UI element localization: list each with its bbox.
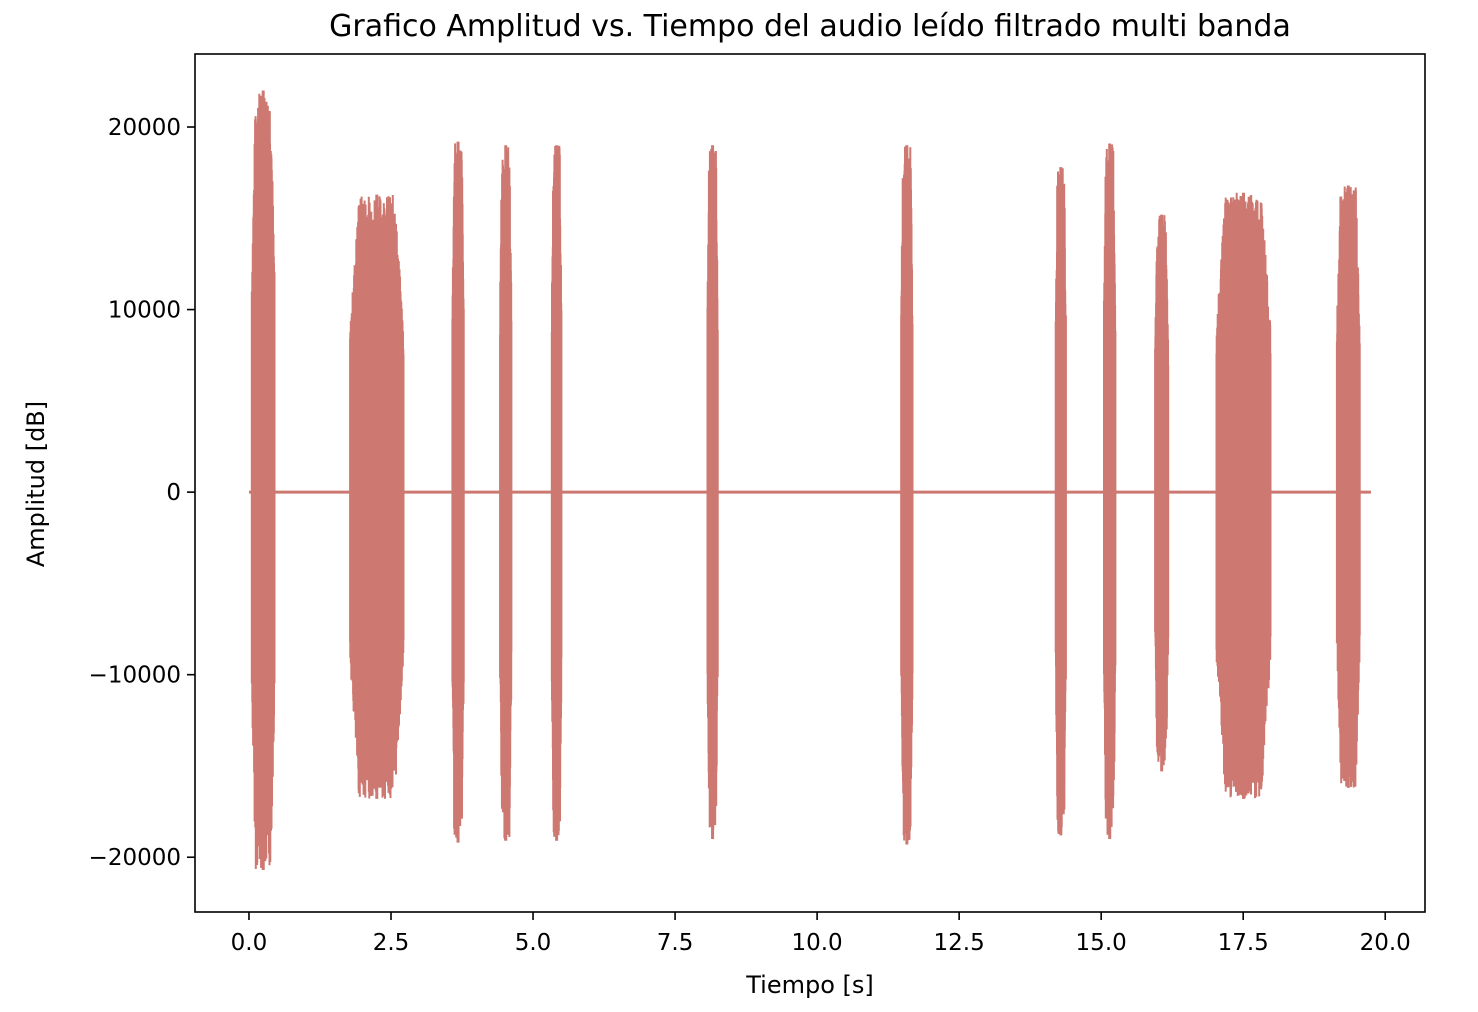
x-tick-label: 17.5	[1218, 930, 1269, 956]
plot-frame	[194, 53, 1426, 913]
x-tick-label: 12.5	[934, 930, 985, 956]
plot-area	[248, 90, 1372, 871]
signal-series	[248, 90, 1372, 871]
x-tick-label: 10.0	[791, 930, 842, 956]
x-axis-label: Tiempo [s]	[745, 971, 874, 999]
x-tick-label: 20.0	[1360, 930, 1411, 956]
y-tick-label: 20000	[108, 115, 181, 141]
y-axis-ticks: 20000 10000 0 −10000 −20000	[89, 115, 195, 871]
y-tick-label: 0	[166, 480, 181, 506]
y-tick-label: −10000	[89, 663, 181, 689]
chart-title: Grafico Amplitud vs. Tiempo del audio le…	[329, 9, 1291, 44]
x-tick-label: 7.5	[657, 930, 694, 956]
x-tick-label: 15.0	[1076, 930, 1127, 956]
x-tick-label: 0.0	[231, 930, 268, 956]
x-axis-ticks: 0.0 2.5 5.0 7.5 10.0 12.5 15.0 17.5 20.0	[231, 912, 1411, 956]
y-tick-label: −20000	[89, 845, 181, 871]
y-axis-label: Amplitud [dB]	[22, 401, 50, 567]
x-tick-label: 2.5	[373, 930, 410, 956]
y-tick-label: 10000	[108, 298, 181, 324]
x-tick-label: 5.0	[515, 930, 552, 956]
